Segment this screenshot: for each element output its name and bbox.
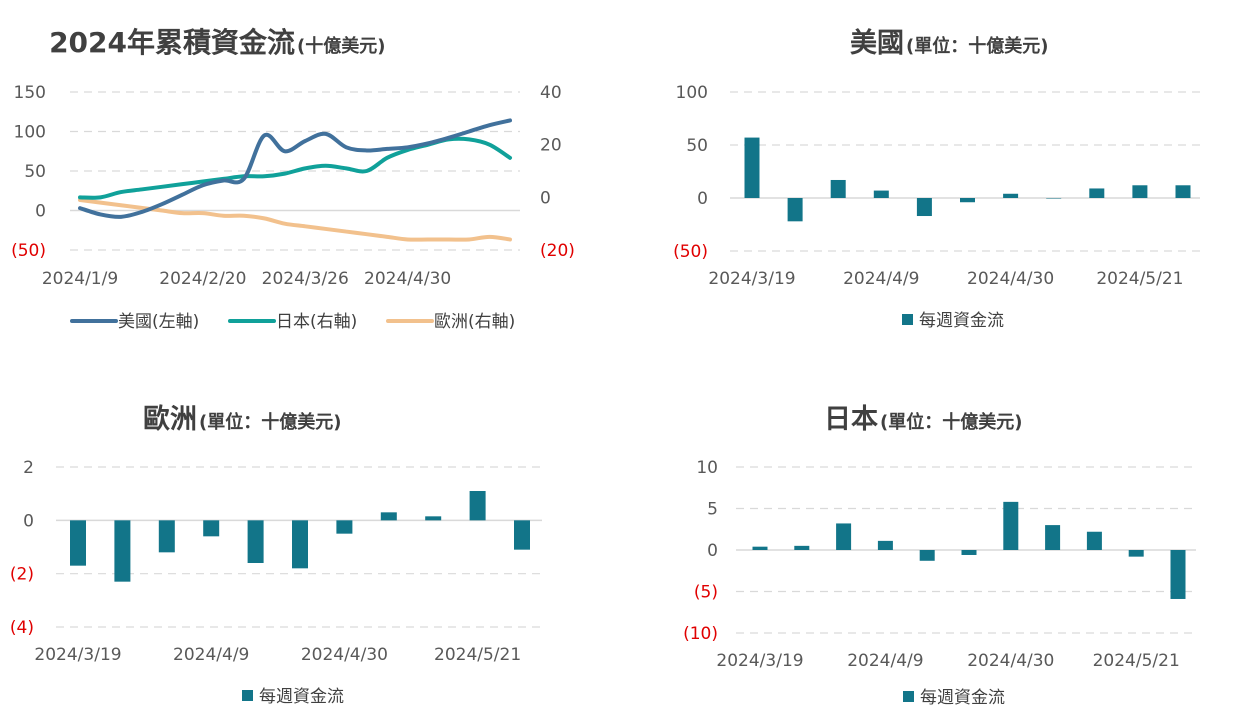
x-tick-label: 2024/4/9 bbox=[847, 651, 923, 671]
y-tick-label: (2) bbox=[10, 565, 34, 585]
series-line bbox=[78, 197, 512, 242]
bar bbox=[1170, 550, 1186, 599]
bar bbox=[830, 179, 846, 198]
y-tick-label: 100 bbox=[676, 83, 708, 103]
y-left-tick-label: 100 bbox=[14, 123, 46, 143]
y-tick-label: (50) bbox=[673, 242, 708, 262]
y-tick-label: (10) bbox=[683, 624, 718, 644]
bar bbox=[247, 520, 264, 563]
cumulative-flow-chart: 2024年累積資金流 (十億美元) 150 100 50 0 (50) 40 20 0 (20)… bbox=[0, 0, 620, 350]
bar bbox=[1003, 501, 1019, 550]
x-tick-label: 2024/4/9 bbox=[843, 269, 919, 289]
legend-label: 每週資金流 bbox=[919, 311, 1004, 331]
bar bbox=[336, 520, 353, 534]
x-tick-label: 2024/3/19 bbox=[716, 651, 803, 671]
bar bbox=[1132, 185, 1148, 198]
bar bbox=[1045, 525, 1061, 550]
chart-title: 歐洲 bbox=[143, 404, 197, 435]
bar bbox=[794, 545, 810, 550]
legend-swatch bbox=[903, 691, 914, 702]
y-right-tick-label: 40 bbox=[540, 83, 562, 103]
bar bbox=[787, 198, 803, 222]
bar bbox=[1175, 185, 1191, 198]
bar bbox=[916, 198, 932, 217]
bar bbox=[158, 520, 175, 553]
y-right-tick-label: 0 bbox=[540, 188, 551, 208]
y-tick-label: 50 bbox=[686, 136, 708, 156]
y-left-tick-label: (50) bbox=[11, 241, 46, 261]
x-tick-label: 2024/4/30 bbox=[364, 269, 451, 289]
x-tick-label: 2024/4/30 bbox=[967, 651, 1054, 671]
chart-subtitle: (十億美元) bbox=[297, 35, 385, 57]
x-tick-label: 2024/2/20 bbox=[159, 269, 246, 289]
bar bbox=[114, 520, 131, 582]
x-tick-label: 2024/5/21 bbox=[1096, 269, 1183, 289]
cumulative-flow-svg: 2024年累積資金流 (十億美元) 150 100 50 0 (50) 40 20 0 (20)… bbox=[11, 26, 575, 332]
y-right-tick-label: 20 bbox=[540, 136, 562, 156]
bar bbox=[836, 523, 852, 550]
bar bbox=[70, 520, 86, 566]
japan-weekly-flow-chart: 日本 (單位：十億美元) 10 5 0 (5) (10) 2024/3/19 2024/4/… bbox=[640, 370, 1240, 720]
chart-title: 2024年累積資金流 bbox=[49, 26, 295, 59]
europe-weekly-flow-chart: 歐洲 (單位：十億美元) 2 0 (2) (4) 2024/3/19 2024/4/9 20… bbox=[0, 370, 620, 720]
bar bbox=[203, 520, 220, 537]
x-tick-label: 2024/5/21 bbox=[434, 645, 521, 665]
bar bbox=[961, 550, 977, 555]
bar bbox=[469, 491, 486, 521]
bar bbox=[744, 137, 760, 198]
x-tick-label: 2024/4/9 bbox=[173, 645, 249, 665]
legend-label: 每週資金流 bbox=[920, 688, 1005, 708]
chart-subtitle: (單位：十億美元) bbox=[906, 35, 1048, 57]
y-tick-label: (5) bbox=[694, 583, 718, 603]
bar bbox=[425, 516, 442, 521]
y-tick-label: 0 bbox=[707, 541, 718, 561]
y-tick-label: 10 bbox=[696, 458, 718, 478]
y-tick-label: 0 bbox=[697, 189, 708, 209]
europe-weekly-flow-svg: 歐洲 (單位：十億美元) 2 0 (2) (4)2024/3/19 2024/4/9 20… bbox=[10, 404, 542, 707]
japan-weekly-flow-svg: 日本 (單位：十億美元) 10 5 0 (5) (10) 2024/3/19 2024/4/… bbox=[683, 404, 1196, 708]
bar bbox=[1089, 188, 1105, 198]
x-tick-label: 2024/4/30 bbox=[967, 269, 1054, 289]
chart-title: 日本 bbox=[824, 404, 878, 435]
bar bbox=[292, 520, 308, 569]
legend-label: 歐洲(右軸) bbox=[434, 312, 515, 332]
y-right-tick-label: (20) bbox=[540, 241, 575, 261]
bar bbox=[380, 512, 397, 521]
legend-label: 每週資金流 bbox=[259, 687, 344, 707]
series-line bbox=[78, 118, 512, 219]
y-left-tick-label: 0 bbox=[35, 202, 46, 222]
bar bbox=[873, 190, 889, 198]
y-tick-label: 5 bbox=[707, 500, 718, 520]
y-tick-label: (4) bbox=[10, 618, 34, 638]
bar bbox=[960, 198, 975, 203]
x-tick-label: 2024/4/30 bbox=[301, 645, 388, 665]
bar bbox=[877, 540, 893, 550]
bar bbox=[1003, 193, 1019, 198]
us-weekly-flow-svg: 美國 (單位：十億美元) 100 50 0 (50)2024/3/19 2024/4/9… bbox=[673, 27, 1200, 331]
legend-swatch bbox=[902, 314, 913, 325]
y-tick-label: 2 bbox=[23, 458, 34, 478]
bar bbox=[752, 546, 768, 550]
y-left-tick-label: 150 bbox=[14, 83, 46, 103]
legend-label: 日本(右軸) bbox=[276, 312, 357, 332]
bar bbox=[1128, 550, 1144, 557]
x-tick-label: 2024/5/21 bbox=[1093, 651, 1180, 671]
y-left-tick-label: 50 bbox=[24, 162, 46, 182]
chart-title: 美國 bbox=[850, 27, 904, 59]
legend-swatch bbox=[242, 690, 253, 701]
bar bbox=[1086, 531, 1102, 550]
x-tick-label: 2024/3/26 bbox=[262, 269, 349, 289]
x-tick-label: 2024/3/19 bbox=[34, 645, 121, 665]
chart-subtitle: (單位：十億美元) bbox=[880, 411, 1022, 433]
x-tick-label: 2024/3/19 bbox=[708, 269, 795, 289]
bar bbox=[1046, 198, 1062, 199]
legend-label: 美國(左軸) bbox=[118, 312, 199, 332]
bar bbox=[919, 550, 935, 561]
us-weekly-flow-chart: 美國 (單位：十億美元) 100 50 0 (50) 2024/3/19 2024/4/9… bbox=[640, 0, 1240, 350]
x-tick-label: 2024/1/9 bbox=[42, 269, 118, 289]
y-tick-label: 0 bbox=[23, 511, 34, 531]
bar bbox=[514, 520, 530, 550]
chart-subtitle: (單位：十億美元) bbox=[199, 411, 341, 433]
